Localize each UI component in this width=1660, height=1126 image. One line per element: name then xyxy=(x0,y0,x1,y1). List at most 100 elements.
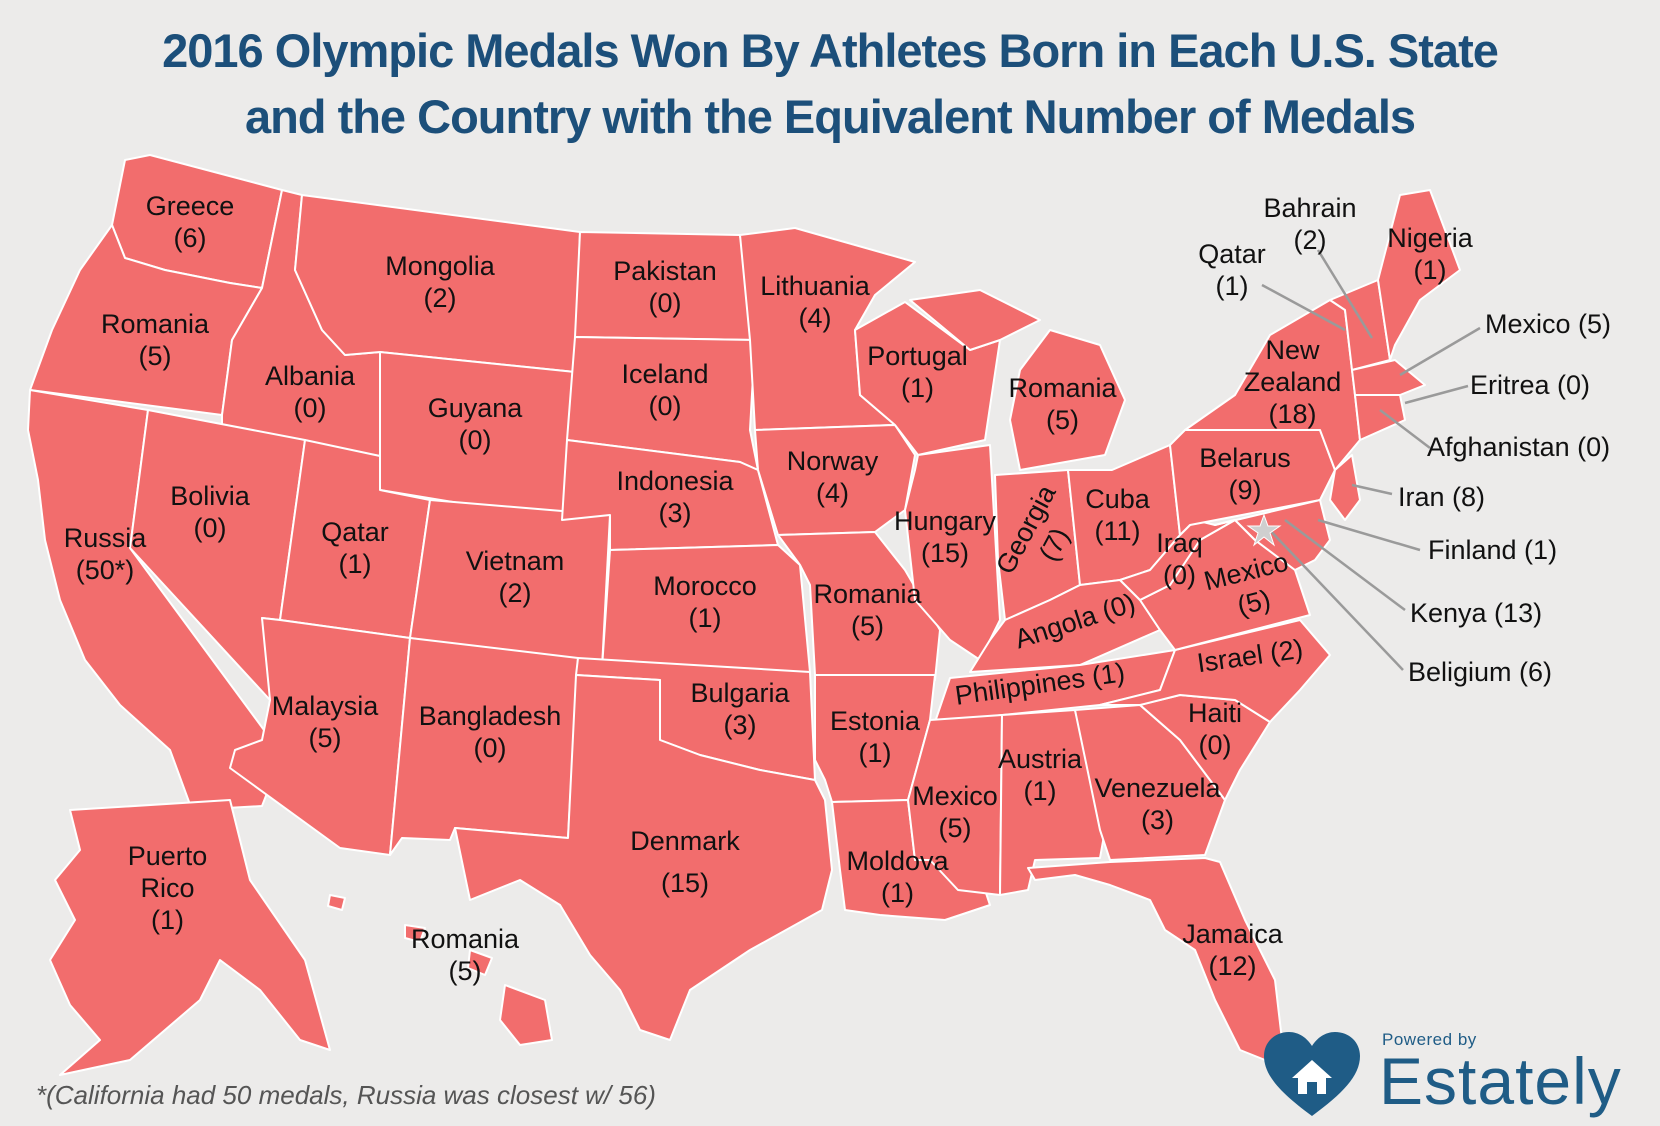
label-north-dakota-country: Pakistan xyxy=(613,256,717,286)
label-oregon: Romania (5) xyxy=(85,308,225,372)
label-nebraska: Indonesia (3) xyxy=(595,465,755,529)
callout-massachusetts: Mexico (5) xyxy=(1485,309,1612,339)
label-nebraska-country: Indonesia xyxy=(616,466,734,496)
state-hawaii-big-island xyxy=(499,984,553,1046)
label-arkansas-country: Estonia xyxy=(829,706,921,736)
label-alabama: Austria (1) xyxy=(985,743,1095,807)
label-minnesota: Lithuania (4) xyxy=(745,270,885,334)
label-louisiana-country: Moldova xyxy=(846,846,949,876)
label-arkansas-count: (1) xyxy=(858,738,892,768)
label-wisconsin-count: (1) xyxy=(901,373,934,403)
label-south-dakota-country: Iceland xyxy=(621,359,709,389)
label-new-hampshire-count: (2) xyxy=(1293,225,1327,255)
label-idaho-country: Albania xyxy=(264,361,356,391)
label-south-dakota: Iceland (0) xyxy=(600,358,730,422)
leader-maryland xyxy=(1284,519,1406,611)
label-oregon-country: Romania xyxy=(100,309,210,339)
label-pennsylvania: Belarus (9) xyxy=(1180,442,1310,506)
label-west-virginia-count: (0) xyxy=(1163,560,1196,590)
state-california xyxy=(27,389,281,811)
label-north-dakota-count: (0) xyxy=(648,288,682,318)
label-illinois: Hungary (15) xyxy=(880,505,1010,569)
label-arizona-count: (5) xyxy=(308,723,342,753)
label-utah-count: (1) xyxy=(338,549,372,579)
state-massachusetts xyxy=(1351,359,1426,396)
leader-new-hampshire xyxy=(1316,249,1374,339)
label-vermont-count: (1) xyxy=(1215,271,1249,301)
state-maine xyxy=(1377,189,1461,361)
label-california-country: Russia xyxy=(63,523,147,553)
label-texas-country: Denmark xyxy=(630,826,740,856)
label-utah-country: Qatar xyxy=(321,517,389,547)
label-vermont-country: Qatar xyxy=(1198,239,1266,269)
label-maine: Nigeria (1) xyxy=(1375,222,1485,286)
label-hawaii-country: Romania xyxy=(410,924,520,954)
callout-rhode-island: Eritrea (0) xyxy=(1470,370,1591,400)
state-texas xyxy=(454,674,833,1041)
label-wyoming: Guyana (0) xyxy=(410,392,540,456)
label-new-hampshire-country: Bahrain xyxy=(1263,193,1357,223)
label-california: Russia (50*) xyxy=(45,522,165,586)
leader-dc xyxy=(1264,524,1404,671)
label-illinois-count: (15) xyxy=(920,538,969,568)
label-idaho-count: (0) xyxy=(293,393,327,423)
callout-leaders xyxy=(1261,249,1481,671)
label-colorado-country: Vietnam xyxy=(465,546,565,576)
label-new-mexico: Bangladesh (0) xyxy=(405,700,575,764)
callout-delaware: Finland (1) xyxy=(1428,535,1558,565)
label-michigan-country: Romania xyxy=(1008,373,1117,403)
state-north-carolina xyxy=(1099,619,1331,723)
label-iowa: Norway (4) xyxy=(770,445,895,509)
heart-house-logo-icon xyxy=(1264,1032,1360,1116)
leader-new-jersey xyxy=(1351,483,1393,496)
map-title: 2016 Olympic Medals Won By Athletes Born… xyxy=(0,18,1660,150)
state-hawaii-oahu xyxy=(404,924,426,943)
state-hawaii-maui xyxy=(467,949,493,976)
label-idaho: Albania (0) xyxy=(245,360,375,424)
state-wisconsin xyxy=(854,301,1001,456)
label-texas-count: (15) xyxy=(660,868,709,898)
powered-by-text: Powered by xyxy=(1382,1030,1477,1049)
leader-massachusetts xyxy=(1399,326,1481,377)
label-nevada-count: (0) xyxy=(193,513,227,543)
label-arkansas: Estonia (1) xyxy=(815,705,935,769)
label-alabama-country: Austria xyxy=(997,744,1083,774)
label-ohio: Cuba (11) xyxy=(1065,483,1170,547)
label-ohio-count: (11) xyxy=(1094,516,1141,546)
label-pennsylvania-country: Belarus xyxy=(1199,443,1291,473)
label-washington-count: (6) xyxy=(173,223,207,253)
label-oregon-count: (5) xyxy=(138,341,172,371)
label-florida-country: Jamaica xyxy=(1182,919,1283,949)
label-washington-country: Greece xyxy=(145,191,235,221)
callout-connecticut: Afghanistan (0) xyxy=(1427,432,1611,462)
label-kansas-country: Morocco xyxy=(653,571,757,601)
label-maine-country: Nigeria xyxy=(1387,223,1473,253)
label-kansas-count: (1) xyxy=(688,603,722,633)
label-alaska-country-2: Rico xyxy=(140,873,195,903)
label-texas: Denmark (15) xyxy=(615,820,755,904)
label-alaska-country-1: Puerto xyxy=(127,841,208,871)
label-wyoming-count: (0) xyxy=(458,425,492,455)
label-montana-country: Mongolia xyxy=(385,251,495,281)
label-illinois-country: Hungary xyxy=(893,506,997,536)
label-montana: Mongolia (2) xyxy=(365,250,515,314)
label-colorado-count: (2) xyxy=(498,578,532,608)
title-line-1: 2016 Olympic Medals Won By Athletes Born… xyxy=(162,24,1499,77)
label-georgia-state-country: Venezuela xyxy=(1094,773,1221,803)
label-alaska-count: (1) xyxy=(151,905,184,935)
label-iowa-country: Norway xyxy=(786,446,879,476)
label-iowa-count: (4) xyxy=(816,478,849,508)
label-nevada-country: Bolivia xyxy=(170,481,250,511)
state-hawaii-kauai xyxy=(327,894,346,911)
estately-brand[interactable]: Powered by Estately xyxy=(1262,1026,1652,1122)
label-california-count: (50*) xyxy=(75,555,135,585)
callout-dc: Beligium (6) xyxy=(1408,657,1553,687)
label-vermont: Qatar (1) xyxy=(1182,238,1282,302)
label-washington: Greece (6) xyxy=(125,190,255,254)
label-oklahoma-country: Bulgaria xyxy=(690,678,790,708)
label-minnesota-country: Lithuania xyxy=(760,271,870,301)
state-new-jersey xyxy=(1329,454,1361,521)
label-hawaii-count: (5) xyxy=(448,956,482,986)
label-georgia-state-count: (3) xyxy=(1141,805,1174,835)
